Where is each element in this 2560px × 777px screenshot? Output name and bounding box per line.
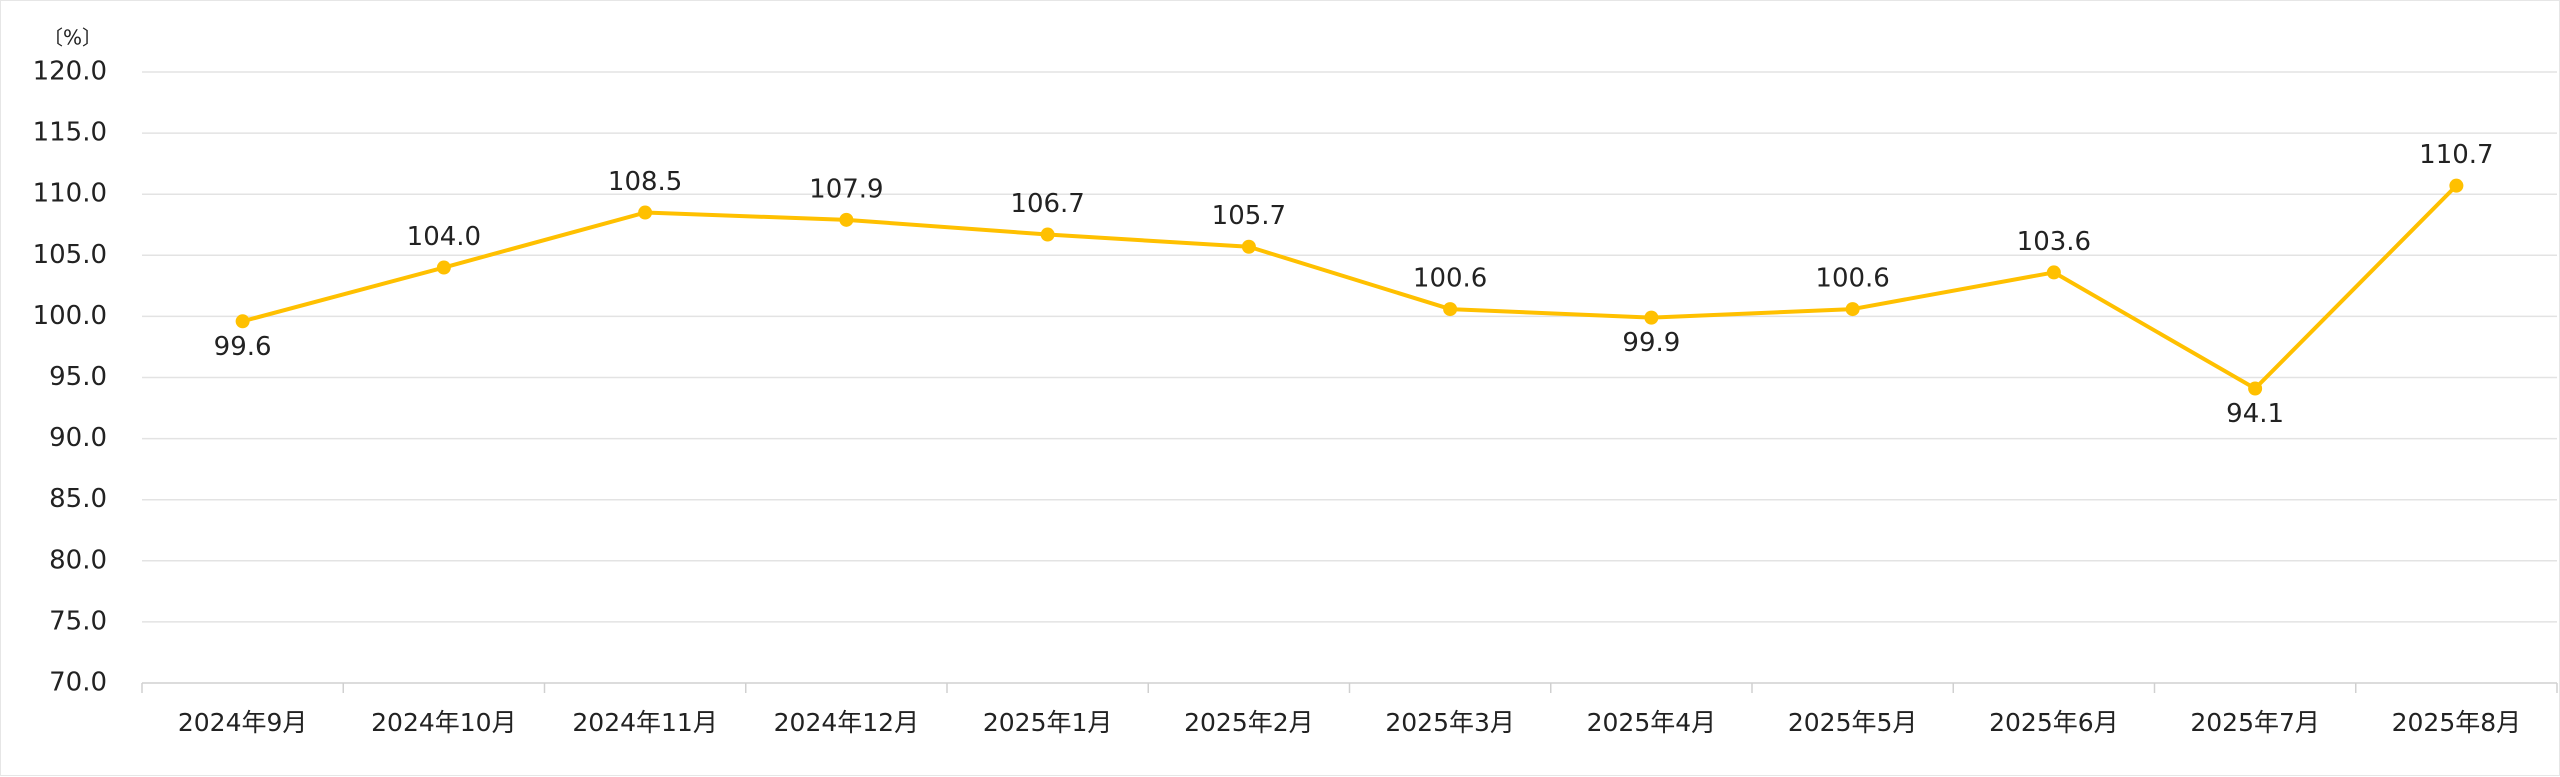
data-point (2046, 265, 2061, 280)
data-label: 100.6 (1413, 264, 1487, 294)
grid-lines (142, 71, 2557, 623)
data-point (1241, 239, 1256, 254)
y-tick-label: 110.0 (33, 179, 107, 209)
data-point (2449, 178, 2464, 193)
x-tick-label: 2024年9月 (178, 708, 308, 737)
data-label: 103.6 (2017, 227, 2091, 257)
x-tick-label: 2025年1月 (983, 708, 1113, 737)
data-label: 106.7 (1010, 189, 1084, 219)
x-tick-label: 2025年5月 (1788, 708, 1918, 737)
data-label: 105.7 (1212, 201, 1286, 231)
data-point (436, 260, 451, 275)
data-point (1845, 302, 1860, 317)
data-point (638, 205, 653, 220)
x-axis: 2024年9月 2024年10月 2024年11月 2024年12月 2025年1月 20… (141, 682, 2558, 737)
data-label: 99.9 (1622, 328, 1680, 358)
x-tick-label: 2024年11月 (572, 708, 717, 737)
y-tick-label: 80.0 (49, 545, 107, 575)
y-tick-label: 70.0 (49, 668, 107, 698)
y-axis-ticks: 70.0 75.0 80.0 85.0 90.0 95.0 100.0 105.0 110.0 1… (33, 57, 107, 698)
data-point (1040, 227, 1055, 242)
data-label: 94.1 (2226, 399, 2284, 429)
y-tick-label: 120.0 (33, 57, 107, 87)
x-tick-label: 2025年6月 (1989, 708, 2119, 737)
data-label: 110.7 (2419, 140, 2493, 170)
data-point (2248, 381, 2263, 396)
data-label: 99.6 (214, 332, 272, 362)
data-point (839, 212, 854, 227)
x-tick-label: 2024年12月 (774, 708, 919, 737)
y-tick-label: 115.0 (33, 118, 107, 148)
data-points (235, 178, 2464, 396)
data-labels: 99.6 104.0 108.5 107.9 106.7 105.7 100.6 99.9 10… (214, 140, 2494, 429)
x-tick-label: 2025年4月 (1587, 708, 1717, 737)
y-tick-label: 75.0 (49, 606, 107, 636)
y-unit-label: 〔%〕 (43, 26, 102, 50)
data-point (1644, 310, 1659, 325)
y-tick-label: 90.0 (49, 423, 107, 453)
x-tick-label: 2025年2月 (1184, 708, 1314, 737)
data-label: 100.6 (1815, 264, 1889, 294)
series-polyline (242, 184, 2458, 391)
x-tick-label: 2025年8月 (2392, 708, 2522, 737)
data-label: 104.0 (407, 222, 481, 252)
data-point (1443, 302, 1458, 317)
x-tick-label: 2025年7月 (2190, 708, 2320, 737)
x-tick-label: 2024年10月 (371, 708, 516, 737)
y-tick-label: 85.0 (49, 484, 107, 514)
series-line (242, 184, 2458, 391)
data-label: 108.5 (608, 167, 682, 197)
x-tick-label: 2025年3月 (1385, 708, 1515, 737)
y-tick-label: 100.0 (33, 301, 107, 331)
y-tick-label: 95.0 (49, 362, 107, 392)
y-tick-label: 105.0 (33, 240, 107, 270)
data-point (235, 314, 250, 329)
data-label: 107.9 (809, 174, 883, 204)
